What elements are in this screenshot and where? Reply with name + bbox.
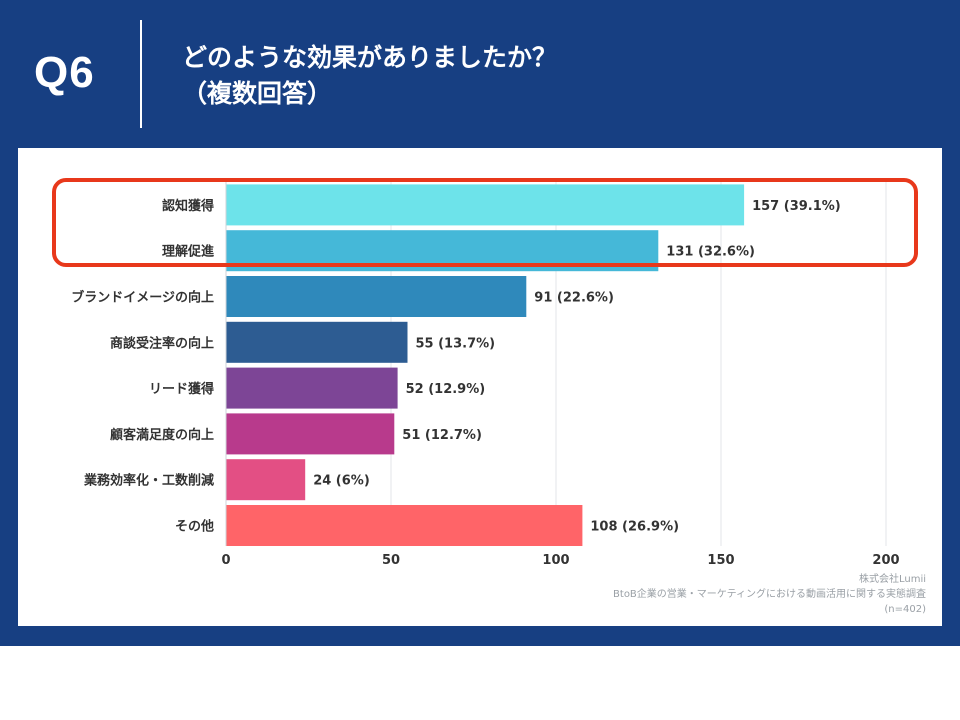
bar xyxy=(226,276,527,317)
chart-panel xyxy=(18,148,942,626)
bar xyxy=(226,367,398,409)
question-title: どのような効果がありましたか？ （複数回答） xyxy=(182,40,557,112)
bar xyxy=(226,321,408,363)
source-sample: (n=402) xyxy=(884,604,926,615)
category-label: 商談受注率の向上 xyxy=(110,335,214,351)
x-tick-label: 0 xyxy=(221,553,230,568)
category-label: 理解促進 xyxy=(162,244,214,260)
category-label: 顧客満足度の向上 xyxy=(110,427,214,443)
bar xyxy=(226,184,745,226)
category-label: リード獲得 xyxy=(149,381,214,397)
source-company: 株式会社Lumii xyxy=(858,574,926,585)
value-label: 108 (26.9%) xyxy=(590,520,679,535)
x-tick-label: 150 xyxy=(707,553,734,568)
category-label: 認知獲得 xyxy=(162,198,214,214)
category-label: 業務効率化・工数削減 xyxy=(83,473,214,489)
question-number: Q6 xyxy=(34,48,95,97)
divider xyxy=(140,20,142,128)
value-label: 55 (13.7%) xyxy=(416,336,496,351)
bar xyxy=(226,413,395,455)
value-label: 51 (12.7%) xyxy=(402,428,482,443)
x-tick-label: 100 xyxy=(542,553,569,568)
source-note: 株式会社Lumii BtoB企業の営業・マーケティングにおける動画活用に関する実… xyxy=(613,572,926,617)
question-line-1: どのような効果がありましたか？ xyxy=(182,43,558,72)
x-tick-label: 50 xyxy=(382,553,400,568)
x-tick-label: 200 xyxy=(872,553,899,568)
category-label: その他 xyxy=(175,519,214,535)
bar xyxy=(226,505,583,546)
value-label: 91 (22.6%) xyxy=(534,291,614,306)
category-label: ブランドイメージの向上 xyxy=(71,290,214,306)
value-label: 24 (6%) xyxy=(313,474,370,489)
bar xyxy=(226,459,306,501)
value-label: 52 (12.9%) xyxy=(406,382,486,397)
bar-chart: 認知獲得 157 (39.1%) 理解促進 131 (32.6%) ブランドイメージの向… xyxy=(71,182,900,568)
value-label: 131 (32.6%) xyxy=(666,245,755,260)
question-line-2: （複数回答） xyxy=(182,79,333,108)
source-survey: BtoB企業の営業・マーケティングにおける動画活用に関する実態調査 xyxy=(613,589,926,600)
value-label: 157 (39.1%) xyxy=(752,199,841,214)
highlight-box xyxy=(52,178,918,267)
